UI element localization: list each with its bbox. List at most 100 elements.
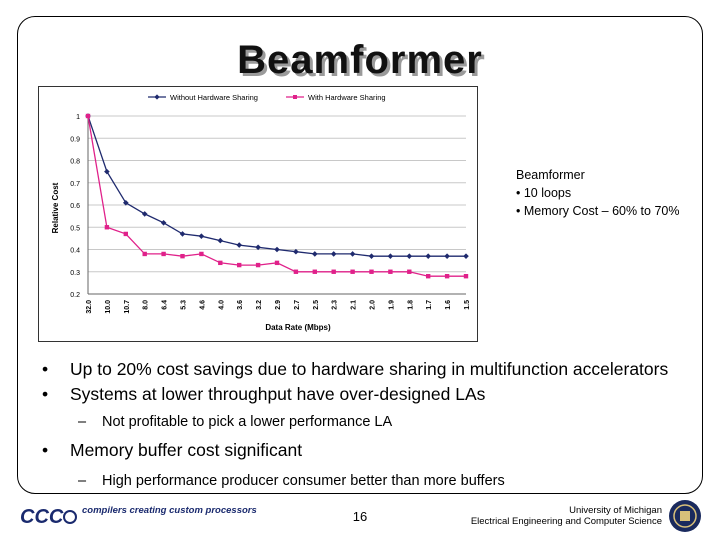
y-tick-label: 0.8 [70, 159, 80, 166]
data-point [104, 225, 110, 230]
y-tick-label: 0.4 [70, 248, 80, 255]
x-tick-label: 2.7 [294, 300, 301, 310]
data-point [444, 274, 450, 279]
data-point [330, 251, 337, 257]
footer-affiliation: University of Michigan Electrical Engine… [471, 505, 662, 527]
bullet-item: • Up to 20% cost savings due to hardware… [30, 360, 690, 379]
side-note-item: • Memory Cost – 60% to 70% [516, 204, 680, 218]
data-point [388, 269, 393, 274]
data-point [350, 269, 355, 274]
legend-marker [293, 95, 297, 99]
x-tick-label: 2.1 [351, 300, 358, 310]
bullet-text: Memory buffer cost significant [70, 440, 303, 460]
data-point [142, 251, 147, 257]
data-point [123, 231, 128, 237]
bullet-text: Systems at lower throughput have over-de… [70, 384, 486, 404]
sub-bullet-text: High performance producer consumer bette… [102, 473, 505, 489]
data-point [255, 262, 261, 268]
x-tick-label: 32.0 [86, 300, 93, 314]
data-point [237, 262, 242, 268]
data-point [331, 269, 336, 274]
x-tick-label: 3.6 [237, 300, 244, 310]
data-point [293, 248, 299, 255]
data-point [274, 260, 280, 266]
y-tick-label: 0.5 [70, 225, 80, 232]
y-tick-label: 0.3 [70, 270, 80, 277]
x-tick-label: 6.4 [162, 300, 169, 310]
chart-axes: 1 0.9 0.8 0.7 0.6 0.5 0.4 0.3 0.2 32.0 10.0 10.7 8.0… [70, 114, 471, 314]
line-chart: 1 0.9 0.8 0.7 0.6 0.5 0.4 0.3 0.2 32.0 10.0 10.7 8.0… [38, 86, 478, 342]
x-tick-label: 8.0 [143, 300, 150, 310]
bullet-text: Up to 20% cost savings due to hardware s… [70, 359, 669, 379]
data-point [199, 251, 204, 257]
page-number: 16 [352, 509, 368, 524]
data-point [160, 220, 167, 226]
university-seal-icon [669, 500, 701, 532]
data-point [104, 168, 110, 175]
chart-series [85, 113, 469, 279]
bullet-item: • Memory buffer cost significant [30, 441, 690, 460]
x-tick-label: 10.0 [105, 300, 112, 314]
bullet-marker: • [42, 359, 49, 379]
legend-label: Without Hardware Sharing [170, 93, 258, 102]
legend-label: With Hardware Sharing [308, 93, 386, 102]
data-point [369, 269, 374, 274]
data-point [463, 274, 469, 279]
footer-tagline: compilers creating custom processors [82, 505, 257, 516]
x-tick-label: 1.9 [388, 300, 395, 310]
x-tick-label: 2.9 [275, 300, 282, 310]
x-tick-label: 1.5 [464, 300, 471, 310]
sub-bullet-item: – Not profitable to pick a lower perform… [30, 413, 690, 431]
x-tick-label: 1.7 [426, 300, 433, 310]
x-tick-label: 4.6 [199, 300, 206, 310]
data-point [179, 231, 186, 237]
data-point [425, 253, 431, 259]
bullet-marker: • [42, 440, 49, 460]
data-point [218, 260, 223, 266]
affiliation-line: Electrical Engineering and Computer Scie… [470, 516, 662, 527]
y-axis-label: Relative Cost [51, 182, 60, 233]
x-tick-label: 2.5 [313, 300, 320, 310]
data-point [368, 253, 375, 259]
ccc-logo-icon: CCC [20, 506, 77, 528]
slide-frame [17, 16, 703, 494]
x-tick-label: 2.3 [332, 300, 339, 310]
data-point [274, 246, 280, 253]
x-tick-label: 3.2 [256, 300, 263, 310]
x-tick-label: 2.0 [370, 300, 377, 310]
data-point [426, 274, 431, 279]
legend-marker [154, 94, 160, 100]
data-point [217, 237, 224, 244]
data-point [444, 253, 450, 259]
data-point [180, 253, 185, 259]
data-point [463, 253, 469, 259]
x-tick-label: 10.7 [124, 300, 131, 314]
logo-swirl [63, 510, 77, 524]
chart-border [38, 86, 478, 342]
chart-legend: Without Hardware Sharing With Hardware Sh… [148, 93, 386, 102]
side-note: Beamformer • 10 loops • Memory Cost – 60… [516, 166, 679, 220]
y-tick-label: 0.6 [70, 203, 80, 210]
slide-title: Beamformer [237, 38, 483, 82]
logo-text: CCC [20, 506, 64, 528]
data-point [123, 199, 129, 206]
data-point [406, 253, 413, 259]
data-point [349, 251, 356, 257]
data-point [312, 269, 317, 274]
side-note-heading: Beamformer [516, 168, 585, 182]
data-point [236, 242, 242, 248]
data-point [293, 269, 299, 274]
y-tick-label: 1 [76, 114, 80, 121]
data-point [407, 269, 412, 274]
sub-bullet-item: – High performance producer consumer bet… [30, 472, 690, 490]
x-tick-label: 1.6 [445, 300, 452, 310]
side-note-item: • 10 loops [516, 186, 572, 200]
x-tick-label: 4.0 [218, 300, 225, 310]
data-point [85, 113, 91, 119]
sub-bullet-marker: – [78, 473, 87, 489]
sub-bullet-text: Not profitable to pick a lower performan… [102, 414, 393, 430]
data-point [312, 251, 318, 257]
bullet-list: • Up to 20% cost savings due to hardware… [30, 360, 690, 500]
data-point [198, 233, 205, 239]
bullet-marker: • [42, 384, 49, 404]
